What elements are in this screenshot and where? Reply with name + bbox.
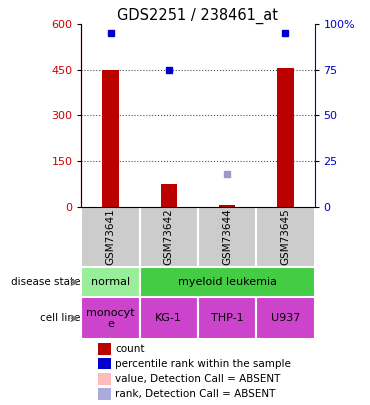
Text: GSM73642: GSM73642 <box>164 209 174 265</box>
Bar <box>98 358 111 369</box>
Text: value, Detection Call = ABSENT: value, Detection Call = ABSENT <box>115 374 280 384</box>
Bar <box>198 297 256 339</box>
Text: THP-1: THP-1 <box>211 313 243 323</box>
Bar <box>98 373 111 384</box>
Text: rank, Detection Call = ABSENT: rank, Detection Call = ABSENT <box>115 389 276 399</box>
Bar <box>256 207 314 267</box>
Text: KG-1: KG-1 <box>155 313 182 323</box>
Bar <box>256 297 314 339</box>
Bar <box>81 297 140 339</box>
Text: GSM73641: GSM73641 <box>105 209 115 265</box>
Bar <box>81 267 140 297</box>
Text: U937: U937 <box>271 313 300 323</box>
Text: disease state: disease state <box>11 277 80 288</box>
Text: percentile rank within the sample: percentile rank within the sample <box>115 358 291 369</box>
Bar <box>277 68 293 207</box>
Bar <box>161 184 177 207</box>
Bar <box>98 343 111 355</box>
Text: cell line: cell line <box>40 313 80 323</box>
Bar <box>198 207 256 267</box>
Bar <box>102 70 119 207</box>
Bar <box>81 207 140 267</box>
Text: GSM73645: GSM73645 <box>280 209 290 265</box>
Title: GDS2251 / 238461_at: GDS2251 / 238461_at <box>117 8 279 24</box>
Text: GSM73644: GSM73644 <box>222 209 232 265</box>
Bar <box>140 207 198 267</box>
Text: count: count <box>115 344 145 354</box>
Bar <box>219 205 235 207</box>
Bar <box>140 267 314 297</box>
Text: normal: normal <box>91 277 130 288</box>
Text: monocyt
e: monocyt e <box>86 307 135 329</box>
Bar <box>98 388 111 400</box>
Bar <box>140 297 198 339</box>
Text: myeloid leukemia: myeloid leukemia <box>178 277 277 288</box>
